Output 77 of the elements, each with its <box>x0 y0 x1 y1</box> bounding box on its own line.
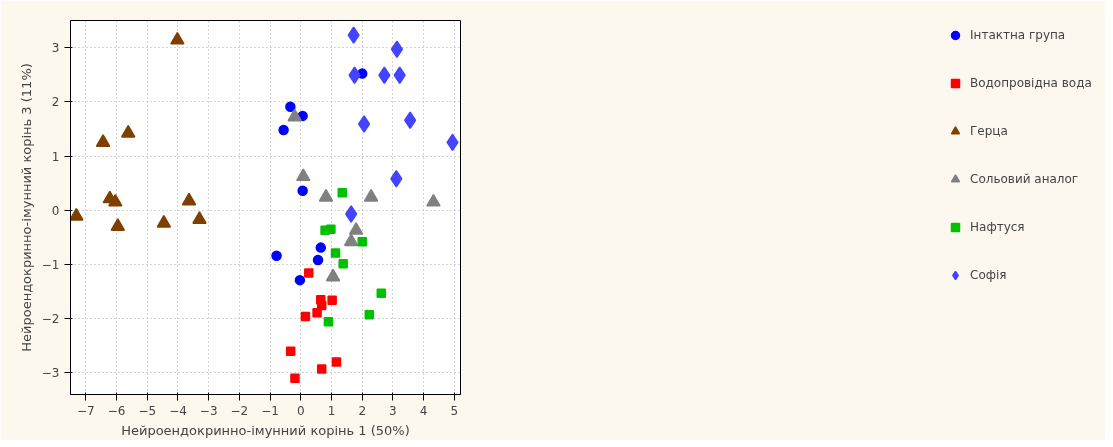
x-tick-label: 1 <box>327 403 336 418</box>
y-tick-label: −3 <box>41 366 60 381</box>
point <box>95 134 111 147</box>
x-axis-title: Нейроендокринно-імунний корінь 1 (50%) <box>121 422 410 438</box>
point <box>316 364 327 374</box>
point <box>426 193 441 207</box>
x-tick-label: 5 <box>450 403 459 418</box>
point <box>325 268 341 282</box>
point <box>312 254 324 266</box>
point <box>343 233 359 247</box>
point <box>300 311 311 322</box>
point <box>297 185 308 196</box>
point <box>294 274 306 286</box>
point <box>326 224 336 234</box>
y-tick-label: 2 <box>51 95 60 110</box>
legend-label: Нафтуся <box>970 220 1026 234</box>
x-tick-label: −3 <box>199 403 218 418</box>
point <box>404 111 417 129</box>
x-tick-label: −6 <box>107 403 126 418</box>
point <box>331 357 342 367</box>
point <box>318 188 334 202</box>
x-tick-label: −2 <box>230 403 249 418</box>
y-tick-label: 1 <box>51 149 60 164</box>
x-tick-label: 0 <box>297 403 305 418</box>
legend-label: Водопровідна вода <box>970 76 1093 90</box>
point <box>357 236 367 247</box>
point <box>345 205 358 223</box>
point <box>156 214 172 228</box>
point <box>304 268 314 278</box>
point <box>338 259 348 269</box>
point <box>376 288 387 298</box>
point <box>285 101 296 112</box>
legend-label: Герца <box>970 124 1009 138</box>
point <box>378 66 391 84</box>
point <box>110 218 126 231</box>
x-tick-label: −5 <box>138 403 157 418</box>
point <box>120 124 136 138</box>
point <box>348 66 361 84</box>
legend-label: Сольовий аналог <box>970 172 1080 186</box>
point <box>327 295 337 305</box>
y-axis-title: Нейроендокринно-імунний корінь 3 (11%) <box>18 63 34 352</box>
point <box>296 168 311 182</box>
point <box>330 248 341 258</box>
point <box>192 211 207 224</box>
x-tick-label: −1 <box>261 403 279 418</box>
x-tick-label: 3 <box>389 403 397 418</box>
point <box>364 310 375 320</box>
point <box>170 31 185 45</box>
y-tick-label: 3 <box>51 41 60 56</box>
point <box>70 207 84 221</box>
y-tick-label: −2 <box>41 312 60 327</box>
legend-label: Софія <box>970 268 1008 282</box>
point <box>357 115 371 133</box>
legend-label: Інтактна група <box>970 28 1067 42</box>
point <box>290 373 300 383</box>
point <box>347 26 360 44</box>
x-tick-label: −7 <box>77 403 95 418</box>
point <box>271 250 282 261</box>
point <box>323 317 334 327</box>
point <box>181 192 197 206</box>
point <box>312 307 322 318</box>
y-tick-label: −1 <box>41 257 60 272</box>
point <box>278 124 289 136</box>
point <box>390 40 404 58</box>
x-tick-label: −4 <box>169 403 187 418</box>
x-tick-label: 2 <box>358 403 367 418</box>
y-tick-label: 0 <box>51 203 60 218</box>
point <box>315 242 327 253</box>
point <box>108 193 123 207</box>
point <box>348 222 364 235</box>
point <box>337 188 348 198</box>
point <box>285 346 296 356</box>
x-tick-label: 4 <box>419 403 428 418</box>
point <box>390 170 403 188</box>
point <box>393 66 406 84</box>
point <box>363 188 379 202</box>
point <box>287 108 302 122</box>
